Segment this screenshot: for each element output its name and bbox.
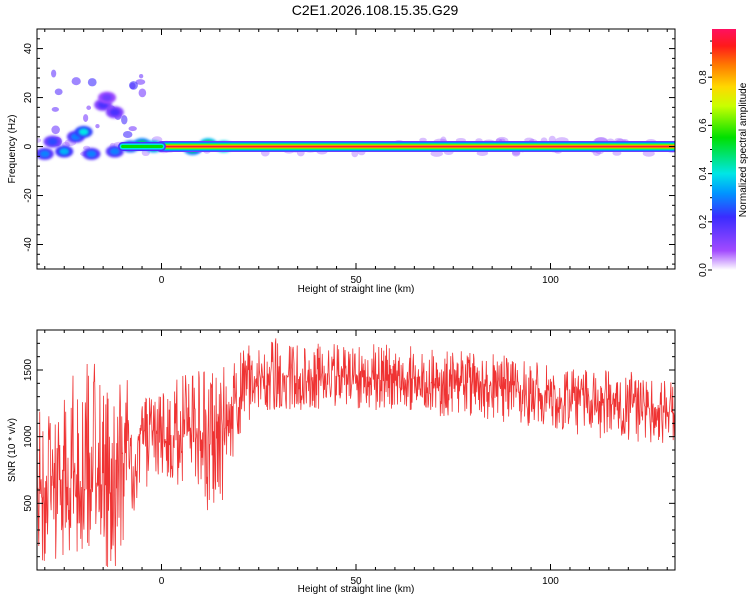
snr-y-tick-label: 1000	[23, 425, 34, 448]
colorbar-gradient	[712, 29, 736, 270]
spectrogram-plot-area	[37, 69, 675, 160]
scatter-blob	[122, 130, 133, 138]
spectrogram-blob	[59, 147, 70, 155]
snr-x-tick-label: 100	[542, 576, 559, 587]
snr-y-tick-label: 500	[23, 495, 34, 512]
scatter-blob	[138, 73, 144, 79]
spectrogram-blob	[109, 147, 120, 155]
spectrogram-blob	[78, 128, 89, 136]
spectrogram-panel: 0 50 100 40 20 0 -20 -40 Height of straight lin…	[7, 28, 676, 295]
spectrogram-blob	[47, 138, 58, 146]
colorbar-tick-label: 0.0	[698, 263, 709, 277]
scatter-blob	[87, 78, 97, 87]
colorbar-tick-label: 0.4	[698, 166, 709, 180]
haze-blob	[141, 149, 150, 157]
snr-panel: 0 50 100 500 1000 1500 Height of straight lin…	[7, 329, 676, 595]
colorbar-label: Normalized spectral amplitude	[738, 82, 749, 217]
scatter-blob	[86, 105, 92, 110]
spectrogram-y-axis-label: Frequency (Hz)	[7, 115, 18, 184]
haze-blob	[430, 150, 444, 157]
spectrogram-x-tick-label: 100	[542, 275, 559, 286]
spectrogram-blob	[39, 150, 50, 158]
snr-x-tick-label: 50	[350, 576, 362, 587]
chart-title: C2E1.2026.108.15.35.G29	[291, 2, 459, 18]
spectrogram-y-tick-label: 0	[23, 143, 34, 149]
colorbar-ticks: 0.0 0.2 0.4 0.6 0.8	[698, 40, 712, 277]
spectrogram-blob	[86, 150, 97, 158]
scatter-blob	[95, 123, 100, 129]
snr-x-tick-label: 0	[159, 576, 165, 587]
scatter-blob	[129, 81, 138, 90]
scatter-blob	[51, 107, 60, 112]
scatter-blob	[51, 69, 57, 78]
scatter-blob	[71, 77, 81, 86]
scatter-blob	[135, 79, 146, 85]
snr-ticks: 0 50 100 500 1000 1500	[23, 329, 675, 587]
colorbar-tick-label: 0.2	[698, 214, 709, 228]
spectrogram-x-tick-label: 50	[350, 275, 362, 286]
spectrogram-y-tick-label: 20	[23, 92, 34, 104]
colorbar-tick-label: 0.6	[698, 118, 709, 132]
scatter-blob	[54, 88, 63, 96]
scatter-blob	[51, 125, 60, 135]
spectrogram-y-tick-label: -20	[23, 188, 34, 203]
snr-y-tick-label: 1500	[23, 358, 34, 381]
scatter-blob	[128, 126, 137, 132]
colorbar-tick-label: 0.8	[698, 70, 709, 84]
spectrogram-y-tick-label: -40	[23, 237, 34, 252]
spectrogram-y-tick-label: 40	[23, 43, 34, 55]
spectrogram-x-axis-label: Height of straight line (km)	[298, 284, 415, 295]
spectrogram-ticks: 0 50 100 40 20 0 -20 -40	[23, 28, 675, 286]
snr-y-axis-label: SNR (10 * v/v)	[7, 418, 18, 482]
haze-blob	[37, 137, 42, 143]
scatter-blob	[138, 88, 147, 98]
colorbar: 0.0 0.2 0.4 0.6 0.8 Normalized spectral ampl…	[698, 29, 749, 277]
scatter-blob	[121, 115, 128, 125]
snr-x-axis-label: Height of straight line (km)	[298, 584, 415, 595]
scatter-blob	[83, 114, 89, 122]
snr-plot-area	[37, 338, 675, 568]
spectrogram-blob	[109, 108, 120, 116]
snr-series-line	[37, 338, 675, 568]
spectrogram-blob	[102, 94, 113, 102]
spectrogram-x-tick-label: 0	[159, 275, 165, 286]
